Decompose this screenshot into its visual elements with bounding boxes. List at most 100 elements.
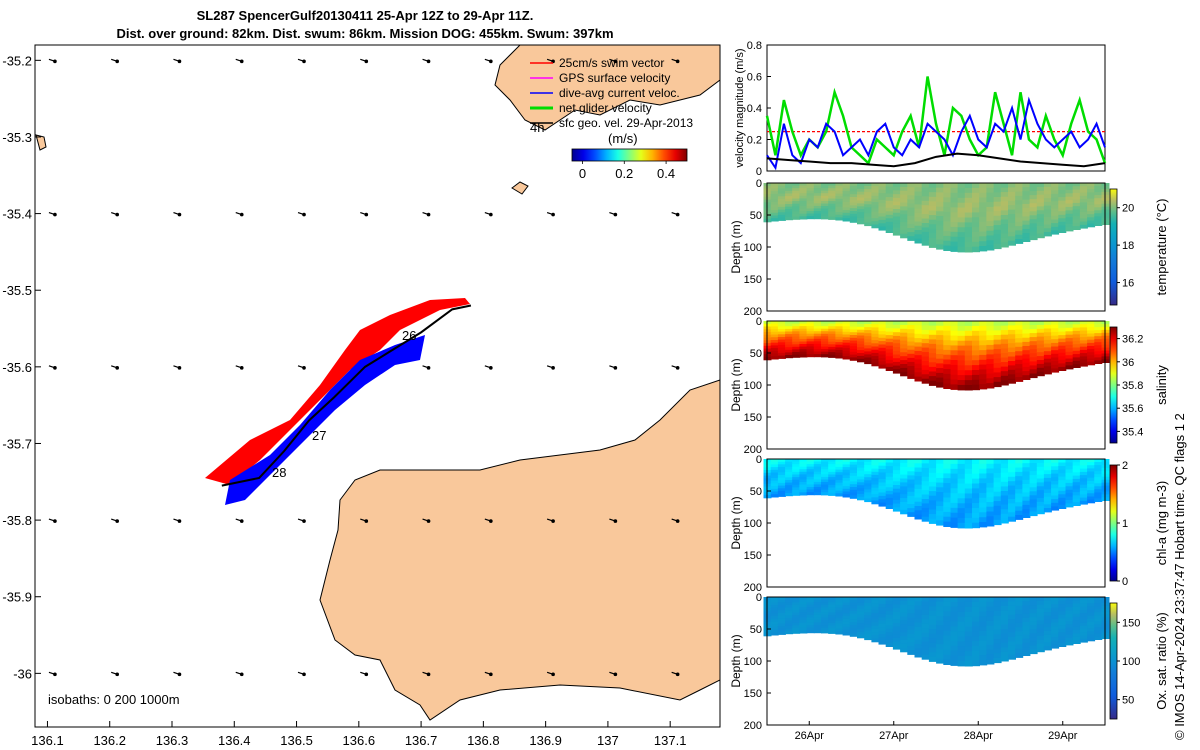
section-cell xyxy=(864,336,873,340)
section-cell xyxy=(806,466,815,470)
section-cell xyxy=(972,483,980,489)
section-cell xyxy=(943,192,952,198)
section-cell xyxy=(878,627,887,632)
section-cell xyxy=(979,626,988,632)
section-cell xyxy=(1079,462,1088,466)
section-cell xyxy=(1079,609,1088,614)
section-cell xyxy=(907,467,916,472)
section-cell xyxy=(1087,223,1096,228)
section-cell xyxy=(957,355,966,361)
section-cell xyxy=(1051,502,1060,507)
section-cell xyxy=(835,599,844,603)
section-cell xyxy=(957,651,966,657)
section-cell xyxy=(914,635,923,641)
section-cell xyxy=(1065,348,1074,353)
section-cell xyxy=(785,461,794,465)
section-cell xyxy=(1094,498,1103,502)
section-cell xyxy=(979,221,988,228)
section-cell xyxy=(828,344,837,348)
section-cell xyxy=(885,632,894,637)
section-cell xyxy=(943,640,952,646)
section-cell xyxy=(806,336,815,340)
section-cell xyxy=(792,471,801,476)
section-cell xyxy=(885,186,894,191)
section-cell xyxy=(921,338,930,344)
section-cell xyxy=(1036,616,1045,621)
section-cell xyxy=(1043,477,1052,483)
section-cell xyxy=(950,236,959,243)
section-cell xyxy=(1094,603,1103,607)
geo-vel-arrow-head xyxy=(177,366,182,370)
section-cell xyxy=(900,647,909,653)
section-cell xyxy=(871,224,880,229)
section-cell xyxy=(1015,640,1024,645)
section-cell xyxy=(892,466,901,471)
section-cell xyxy=(828,597,837,601)
section-cell xyxy=(972,330,980,337)
section-cell xyxy=(907,366,916,371)
section-cell xyxy=(1079,215,1088,219)
section-cell xyxy=(857,209,865,213)
section-cell xyxy=(936,344,945,350)
section-cell xyxy=(1022,634,1031,640)
section-cell xyxy=(835,610,844,614)
section-cell xyxy=(770,353,779,357)
section-cell xyxy=(964,656,973,662)
geo-vel-arrow-head xyxy=(364,212,369,217)
section-cell xyxy=(900,332,909,338)
section-cell xyxy=(792,597,801,601)
section-y-tick-label: 150 xyxy=(744,550,762,562)
section-cell xyxy=(1022,479,1031,485)
section-cell xyxy=(806,622,815,626)
section-cell xyxy=(957,335,966,342)
section-cell xyxy=(777,615,786,619)
section-cell xyxy=(821,464,829,468)
map-annotation-28: 28 xyxy=(272,465,286,480)
section-cell xyxy=(878,475,887,480)
section-cell xyxy=(1051,491,1060,496)
section-cell xyxy=(828,602,837,606)
section-cell xyxy=(921,196,930,202)
section-cell xyxy=(813,183,822,187)
section-cell xyxy=(1058,211,1067,216)
section-cell xyxy=(892,335,901,341)
section-cell xyxy=(785,217,794,221)
section-cell xyxy=(885,214,894,219)
section-cell xyxy=(1022,605,1031,611)
section-cell xyxy=(1087,622,1096,626)
section-cell xyxy=(950,369,959,376)
section-cell xyxy=(907,629,916,635)
section-cell xyxy=(1022,375,1031,380)
section-cell xyxy=(864,636,873,641)
section-cell xyxy=(864,207,873,211)
section-cell xyxy=(1058,328,1067,333)
section-cell xyxy=(950,350,959,356)
section-cell xyxy=(993,339,1002,345)
section-cell xyxy=(943,659,952,665)
section-cell xyxy=(986,340,995,346)
geo-vel-arrow-head xyxy=(675,212,680,217)
section-cell xyxy=(914,355,923,361)
section-cell xyxy=(892,332,901,337)
section-cell xyxy=(813,471,822,475)
section-cell xyxy=(1015,342,1024,348)
section-cell xyxy=(1058,621,1067,626)
geo-vel-arrow-head xyxy=(426,59,431,64)
section-cell xyxy=(835,190,844,195)
section-cell xyxy=(1087,211,1096,215)
section-cell xyxy=(1072,620,1081,625)
geo-vel-arrow-head xyxy=(364,59,369,64)
section-cell xyxy=(1051,219,1060,224)
section-cell xyxy=(806,200,815,204)
section-cell xyxy=(770,323,779,327)
section-cell xyxy=(1051,361,1060,366)
section-cell xyxy=(928,491,937,497)
section-cell xyxy=(979,645,988,651)
section-cell xyxy=(792,490,801,494)
section-cell xyxy=(849,199,858,204)
section-cell xyxy=(806,213,815,217)
map-colorbar-tick-label: 0.4 xyxy=(657,166,675,181)
section-cell xyxy=(936,230,945,236)
section-cell xyxy=(770,467,779,471)
section-cell xyxy=(792,469,801,473)
